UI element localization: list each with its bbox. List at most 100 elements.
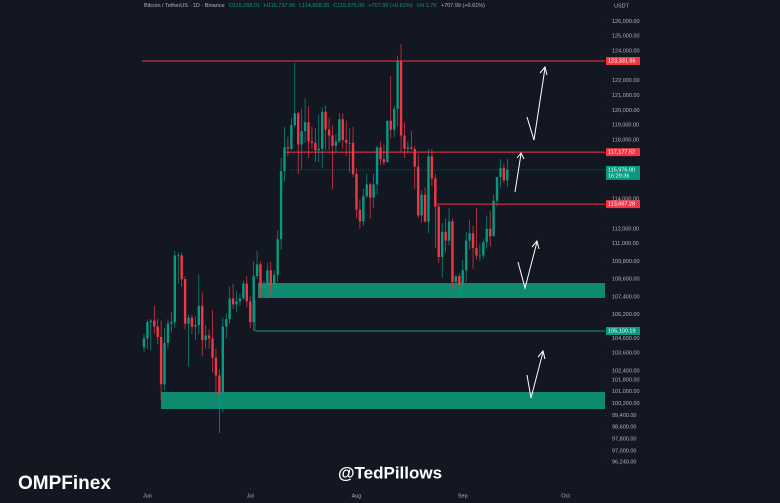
candle-body [159,336,163,385]
y-tick-label: 118,000.00 [612,137,639,143]
candle-body [327,129,331,136]
price-label: 123,331.96 [608,58,636,64]
y-tick-label: 108,600.00 [612,277,640,283]
candle-body [194,325,197,327]
candle-body [231,298,235,305]
legend-item: L114,828.35 [299,3,329,9]
y-tick-label: 98,600.00 [612,425,636,431]
candle-body [447,221,451,241]
candle-body [279,171,283,240]
candle-body [190,317,194,327]
candle-body [506,169,509,181]
candle-body [468,233,471,241]
candle-body [183,279,187,324]
candle-body [368,184,372,198]
arrow-head [537,349,546,360]
candle-body [345,139,348,143]
price-label-box [606,148,640,157]
y-tick-label: 114,000.00 [612,197,639,203]
arrow-head [516,152,525,160]
currency: USDT [614,3,630,9]
candle-body [416,166,420,216]
candle-body [297,113,300,145]
candle-body [358,209,362,222]
candle-body [399,61,403,136]
candle-body [403,135,406,149]
candle-body [276,239,279,275]
y-tick-label: 119,000.00 [612,123,639,129]
candle-body [461,270,464,286]
candle-body [187,317,190,324]
candle-body [259,264,262,289]
candle-body [434,178,437,207]
candle-body [163,342,166,385]
candle-body [485,228,488,243]
legend-item: +707.99 (+0.61%) [368,3,412,9]
arrow [517,241,538,290]
legend-item: H116,737.99 [264,3,295,9]
candle-body [170,322,173,324]
legend-item: +707.99 (+0.61%) [441,3,485,9]
candle-body [317,148,320,151]
candle-body [286,147,290,149]
candle-body [423,194,427,222]
price-label-box [606,165,640,180]
x-tick-label: Aug [352,493,362,499]
price-label-box [606,200,640,209]
legend-item: Bitcoin / TetherUS · 1D · Binance [144,3,225,9]
candle-body [156,326,159,337]
candle-body [488,228,492,237]
price-label: 117,177.52 [608,150,635,156]
candle-body [293,113,296,126]
candle-body [492,200,495,237]
candle-body [410,147,413,149]
candle-body [324,111,327,130]
candle-body [201,305,204,340]
x-tick-label: Jun [143,493,152,499]
price-axis: 126,000.00 125,000.00 124,000.00 122,000.00… [143,19,640,500]
candle-body [214,357,218,376]
candle-body [153,320,156,327]
candle-body [207,335,211,339]
candle-body [173,255,177,323]
y-tick-label: 101,000.00 [612,389,640,395]
x-tick-label: Oct [561,493,570,499]
watermark: OMPFinex [18,473,111,494]
candle-body [482,242,485,256]
candle-body [372,184,375,198]
support-zone [258,283,605,298]
arrow-head [539,65,548,76]
y-tick-label: 125,000.00 [612,34,640,40]
candle-body [149,320,153,323]
legend: Bitcoin / TetherUS · 1D · Binance O115,26… [144,3,485,9]
y-tick-label: 103,600.00 [612,351,640,357]
candle-body [228,298,231,320]
candle-body [238,298,242,302]
candle-body [283,147,286,172]
candle-body [300,131,303,145]
x-tick-label: Jul [247,493,254,499]
legend-item: O115,268.01 [229,3,260,9]
candle-body [166,323,170,343]
price-label: 105,100.19 [608,328,636,334]
candle-body [427,156,430,222]
y-tick-label: 111,000.00 [612,241,639,247]
candle-body [338,119,341,142]
candle-body [235,301,238,305]
price-label: 115,976.00 [608,167,635,173]
candle-body [471,233,475,249]
y-tick-label: 101,800.00 [612,377,640,383]
candle-body [386,120,389,163]
candle-body [307,122,310,142]
candle-body [382,159,386,163]
candle-body [252,276,255,323]
price-label: 113,667.28 [608,202,635,208]
candle-body [365,184,368,197]
candle-body [348,142,351,144]
candle-body [375,147,379,185]
candle-body [273,274,276,286]
candle-body [478,255,482,257]
